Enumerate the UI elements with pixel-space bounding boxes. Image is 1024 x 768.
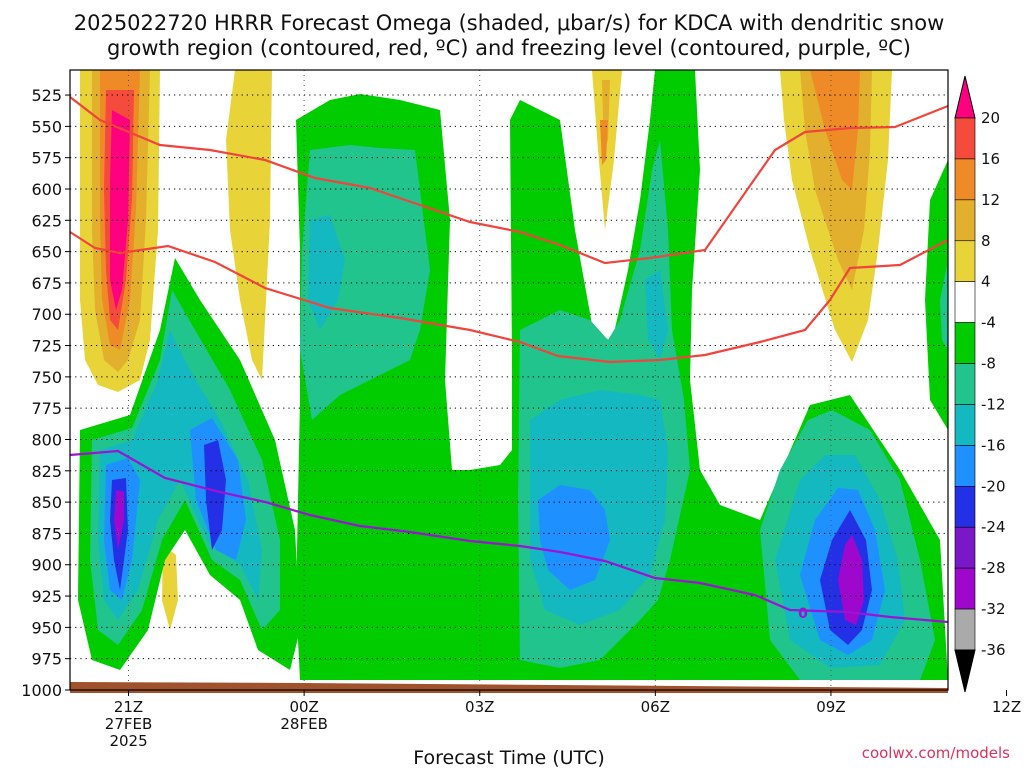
y-tick-label: 825 [31, 462, 62, 481]
colorbar-swatch [954, 158, 976, 201]
y-tick-label: 650 [31, 243, 62, 262]
colorbar-swatch [954, 608, 976, 651]
colorbar-tick-label: 12 [981, 191, 1000, 209]
omega-negative-edge [925, 160, 948, 430]
chart-title-line-1: 2025022720 HRRR Forecast Omega (shaded, … [74, 11, 945, 35]
credit-text: coolwx.com/models [862, 744, 1010, 762]
freezing-level-label: 0 [798, 606, 808, 622]
colorbar-tick-label: 8 [981, 232, 991, 250]
plot-frame [69, 69, 949, 691]
colorbar-swatch [954, 404, 976, 446]
colorbar-upper-extension [954, 75, 976, 119]
colorbar-swatch [954, 281, 976, 323]
y-tick-label: 975 [31, 650, 62, 669]
y-tick-label: 1000 [21, 681, 62, 700]
colorbar-tick-label: -20 [981, 477, 1006, 495]
time-gridlines [128, 70, 832, 690]
y-tick-label: 550 [31, 117, 62, 136]
y-tick-label: 525 [31, 86, 62, 105]
colorbar-lower-extension [954, 649, 976, 693]
omega-positive-patch [226, 70, 272, 380]
y-axis: 525 550 575 600 625 650 675 700 725 750 775 800 825 8… [21, 86, 70, 700]
colorbar-tick-label: -12 [981, 395, 1006, 413]
y-tick-label: 925 [31, 587, 62, 606]
colorbar: 20 16 12 8 4 -4 -8 -12 -16 -20 -24 -28 -32 -36 [954, 75, 1006, 693]
colorbar-swatch [954, 322, 976, 364]
dgz-contours [70, 96, 948, 364]
colorbar-swatch [954, 199, 976, 242]
colorbar-tick-label: -36 [981, 641, 1006, 659]
y-tick-label: 850 [31, 493, 62, 512]
colorbar-swatch [954, 486, 976, 528]
colorbar-tick-label: 16 [981, 150, 1000, 168]
colorbar-tick-label: -28 [981, 559, 1006, 577]
colorbar-swatch [954, 363, 976, 405]
y-tick-label: 700 [31, 305, 62, 324]
dgz-upper-contour [70, 96, 948, 265]
y-tick-label: 800 [31, 430, 62, 449]
x-tick-label: 2025 [109, 732, 147, 750]
colorbar-tick-label: -16 [981, 436, 1006, 454]
omega-positive-cell-left [80, 70, 160, 392]
x-tick-label: 03Z [465, 698, 494, 716]
colorbar-tick-label: 20 [981, 109, 1000, 127]
plot-area: 0 [70, 70, 948, 690]
y-tick-label: 875 [31, 524, 62, 543]
colorbar-tick-label: -24 [981, 518, 1006, 536]
omega-shading [78, 70, 948, 680]
dgz-lower-contour [70, 231, 948, 364]
pressure-gridlines [70, 94, 948, 690]
y-tick-label: 575 [31, 149, 62, 168]
x-tick-label: 27FEB [105, 715, 152, 733]
omega-positive-patch [162, 545, 178, 630]
y-tick-label: 900 [31, 556, 62, 575]
x-tick-label: 21Z [114, 698, 143, 716]
x-tick-label: 12Z [992, 698, 1021, 716]
y-tick-label: 725 [31, 337, 62, 356]
y-tick-label: 750 [31, 368, 62, 387]
colorbar-swatch [954, 240, 976, 282]
x-tick-label: 28FEB [280, 715, 327, 733]
colorbar-swatch [954, 567, 976, 610]
colorbar-tick-label: 4 [981, 273, 991, 291]
colorbar-tick-label: -32 [981, 600, 1006, 618]
colorbar-swatch [954, 526, 976, 569]
freezing-level-contour [70, 449, 948, 624]
x-axis-label: Forecast Time (UTC) [413, 747, 604, 768]
colorbar-tick-label: -4 [981, 314, 996, 332]
x-tick-label: 06Z [641, 698, 670, 716]
y-tick-label: 950 [31, 618, 62, 637]
omega-negative-region-left [78, 258, 300, 670]
x-tick-label: 00Z [289, 698, 318, 716]
y-tick-label: 775 [31, 399, 62, 418]
y-tick-label: 625 [31, 211, 62, 230]
omega-positive-patch [592, 70, 622, 230]
colorbar-tick-label: -8 [981, 355, 996, 373]
chart-title-line-2: growth region (contoured, red, ºC) and f… [107, 36, 911, 60]
y-tick-label: 600 [31, 180, 62, 199]
colorbar-swatch [954, 445, 976, 487]
x-tick-label: 09Z [816, 698, 845, 716]
y-tick-label: 675 [31, 274, 62, 293]
colorbar-swatch [954, 117, 976, 160]
